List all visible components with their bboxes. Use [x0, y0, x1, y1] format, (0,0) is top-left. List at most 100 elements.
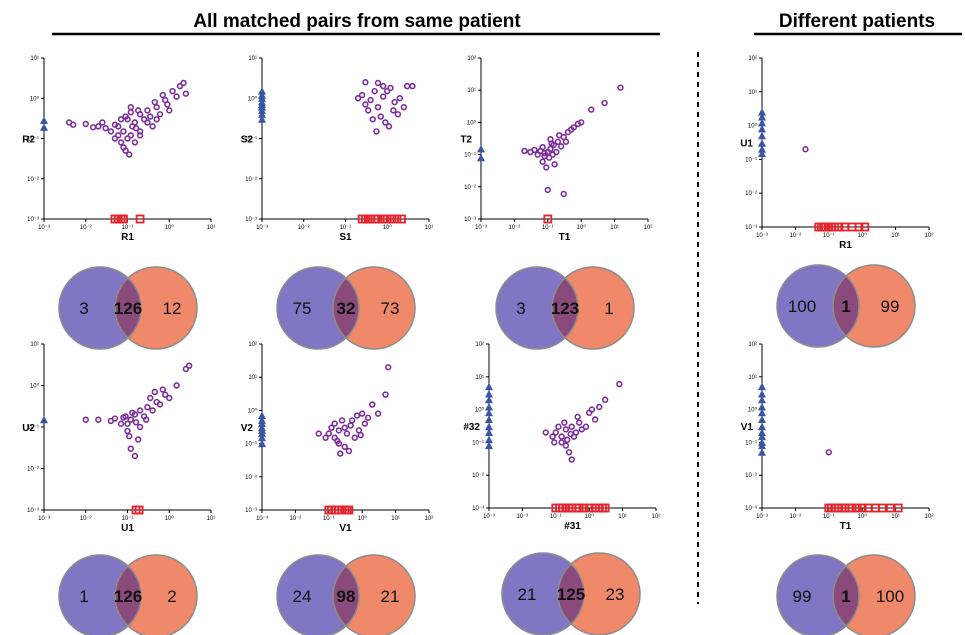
y-tick-label: 10¹: [748, 90, 757, 96]
data-point: [394, 111, 402, 118]
data-point: [82, 120, 89, 128]
data-point: [567, 430, 574, 438]
x-tick-label: 10¹: [891, 514, 900, 520]
y-tick-label: 10¹: [30, 342, 39, 348]
data-point: [126, 433, 133, 440]
data-point: [325, 430, 332, 437]
venn-overlap-count: 32: [337, 299, 356, 318]
data-point: [565, 449, 573, 456]
data-point: [149, 407, 156, 414]
data-point: [539, 143, 546, 151]
data-point: [136, 128, 144, 135]
venn-overlap: [551, 277, 579, 339]
venn-diagram: 21 125 23: [501, 552, 641, 635]
x-tick-label: 10¹: [891, 233, 900, 239]
data-point: [140, 116, 148, 123]
data-point: [825, 449, 832, 456]
data-point: [185, 362, 193, 369]
y-tick-label: 10⁰: [467, 119, 477, 126]
data-point: [409, 82, 416, 90]
y-tick-label: 10⁰: [248, 407, 258, 414]
data-point: [542, 429, 549, 436]
x-only-marker: [860, 222, 870, 232]
data-point: [616, 380, 623, 388]
data-point: [117, 139, 125, 146]
y-only-marker: [477, 144, 485, 153]
data-point: [556, 132, 563, 139]
y-only-marker: [485, 435, 493, 444]
data-point: [102, 125, 109, 132]
data-point: [567, 126, 575, 133]
data-point: [159, 386, 166, 393]
data-point: [182, 90, 190, 97]
x-only-marker: [574, 503, 584, 513]
venn-overlap: [114, 565, 142, 627]
y-only-marker: [477, 153, 485, 162]
data-point: [351, 434, 358, 441]
y-only-marker: [258, 439, 266, 448]
x-tick-label: 10⁻²: [516, 514, 528, 520]
data-point: [341, 424, 348, 431]
data-point: [347, 422, 354, 429]
data-point: [182, 365, 190, 373]
x-tick-label: 10⁻³: [475, 225, 487, 231]
data-point: [345, 447, 353, 455]
y-tick-label: 10¹: [748, 375, 757, 381]
venn-overlap-count: 123: [551, 299, 579, 318]
data-point: [367, 96, 374, 104]
x-only-marker: [135, 214, 145, 224]
x-only-marker: [382, 214, 392, 224]
x-tick-label: 10²: [652, 514, 661, 520]
x-tick-label: 10⁻¹: [823, 514, 835, 520]
x-tick-label: 10⁻²: [80, 225, 92, 231]
data-point: [348, 417, 356, 424]
data-point: [396, 95, 404, 102]
data-point: [557, 143, 565, 150]
x-tick-label: 10⁻³: [256, 225, 268, 231]
venn-left-count: 21: [518, 585, 537, 604]
data-point: [134, 436, 142, 443]
venn-overlap-count: 98: [337, 587, 356, 606]
venn-overlap-count: 126: [114, 299, 142, 318]
y-tick-label: 10¹: [30, 56, 39, 62]
data-point: [549, 433, 556, 440]
data-point: [358, 91, 366, 99]
x-tick-label: 10⁻¹: [823, 233, 835, 239]
x-tick-label: 10⁻²: [789, 233, 801, 239]
venn-overlap: [832, 565, 860, 627]
data-point: [391, 98, 398, 106]
venn-left-count: 100: [788, 297, 816, 316]
y-tick-label: 10⁻²: [745, 473, 757, 479]
data-point: [127, 132, 135, 139]
data-point: [574, 413, 581, 421]
venn-overlap-count: 126: [114, 587, 142, 606]
venn-overlap: [332, 565, 360, 627]
data-point: [115, 132, 122, 139]
data-point: [601, 396, 609, 403]
x-tick-label: 10¹: [425, 225, 434, 231]
x-tick-label: 10²: [425, 516, 434, 522]
y-only-marker: [485, 408, 493, 417]
x-tick-label: 10⁰: [585, 513, 595, 520]
data-point: [124, 427, 131, 435]
y-axis-label: V2: [241, 423, 254, 434]
y-tick-label: 10⁻³: [27, 508, 39, 514]
venn-overlap: [114, 277, 142, 339]
x-only-marker: [373, 214, 383, 224]
data-point: [89, 124, 97, 131]
y-tick-label: 10²: [475, 342, 484, 348]
data-point: [588, 406, 596, 413]
venn-diagram: 1 126 2: [58, 554, 198, 635]
x-only-marker: [119, 214, 128, 224]
data-point: [156, 111, 164, 118]
data-point: [153, 116, 160, 123]
x-tick-label: 10⁻¹: [542, 225, 554, 231]
data-point: [335, 427, 343, 434]
y-only-marker: [758, 382, 766, 391]
y-tick-label: 10⁻³: [745, 506, 757, 512]
x-tick-label: 10⁻²: [298, 225, 310, 231]
data-point: [562, 426, 570, 433]
x-tick-label: 10⁰: [858, 513, 868, 520]
y-tick-label: 10⁻²: [472, 473, 484, 479]
x-tick-label: 10¹: [391, 516, 400, 522]
